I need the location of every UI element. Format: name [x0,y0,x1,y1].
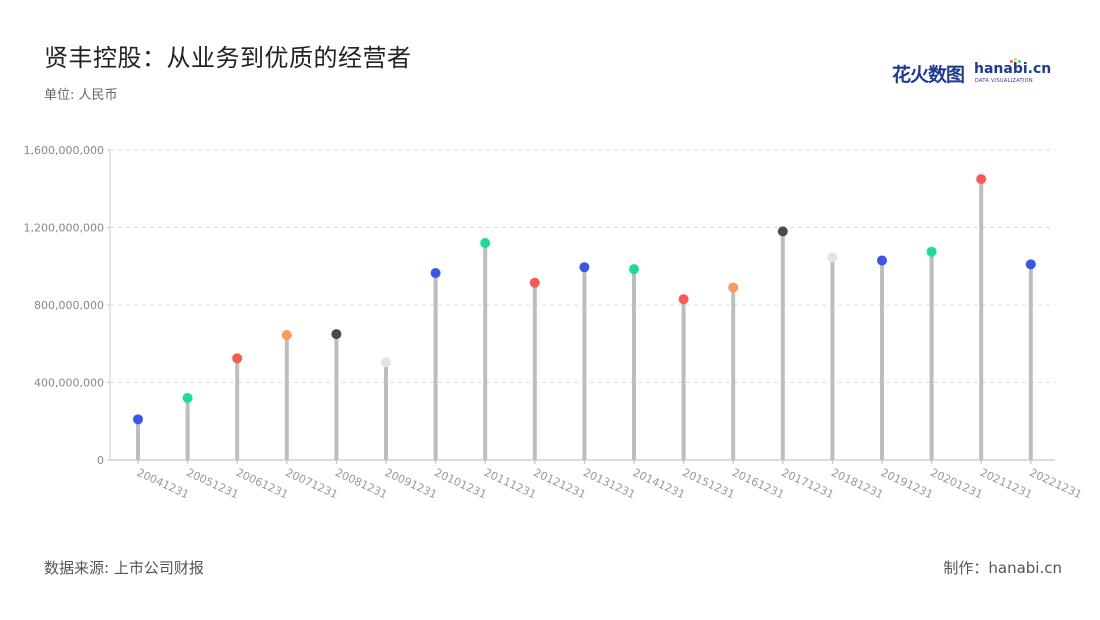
unit-label: 单位: 人民币 [44,88,118,103]
x-tick-label: 20121231 [532,466,588,501]
x-tick-label: 20191231 [879,466,935,501]
sparkle-icon [1010,58,1022,64]
x-tick-label: 20221231 [1028,466,1084,501]
x-tick-label: 20071231 [284,466,340,501]
lollipop-point [579,262,590,273]
brand-logo-sub: DATA VISUALIZATION [975,78,1033,84]
lollipop-point [331,329,342,340]
lollipop-point [430,268,441,279]
lollipop-point [232,353,243,364]
brand-logo-en: hanabi.cn [974,61,1052,77]
lollipop-point [976,174,987,185]
x-tick-label: 20051231 [184,466,240,501]
y-tick-label: 1,600,000,000 [24,144,104,157]
lollipop-point [281,330,292,341]
lollipop-point [133,414,143,425]
lollipop-point [728,282,739,293]
lollipop-point [529,277,540,288]
y-tick-label: 400,000,000 [34,377,104,390]
data-source: 数据来源: 上市公司财报 [44,559,204,577]
maker-credit: 制作：hanabi.cn [943,559,1062,577]
x-tick-label: 20171231 [780,466,836,501]
x-tick-label: 20161231 [730,466,786,501]
lollipop-point [381,357,391,368]
lollipop-point [629,264,639,275]
lollipop-marks [133,174,1036,460]
lollipop-point [1025,259,1036,270]
lollipop-point [926,246,937,257]
brand-logo: 花火数图 hanabi.cn DATA VISUALIZATION [892,58,1051,88]
x-tick-label: 20111231 [482,466,538,501]
x-tick-label: 20201231 [928,466,984,501]
x-tick-label: 20181231 [829,466,885,501]
x-tick-label: 20101231 [432,466,488,501]
lollipop-point [877,255,887,266]
y-tick-label: 1,200,000,000 [24,222,104,235]
lollipop-point [827,252,838,263]
chart-title: 贤丰控股：从业务到优质的经营者 [44,44,412,72]
lollipop-point [678,294,689,305]
x-tick-label: 20131231 [581,466,637,501]
y-axis: 0 400,000,000 800,000,000 1,200,000,000 1,60… [24,144,111,467]
y-tick-label: 800,000,000 [34,299,104,312]
x-tick-label: 20061231 [234,466,290,501]
x-tick-label: 20081231 [333,466,389,501]
y-tick-label: 0 [97,454,104,467]
x-tick-label: 20041231 [135,466,191,501]
brand-logo-cn: 花火数图 [892,64,965,86]
lollipop-point [182,393,193,403]
lollipop-point [777,226,788,237]
x-axis: 2004123120051231200612312007123120081231… [110,459,1084,501]
x-tick-label: 20141231 [631,466,687,501]
x-tick-label: 20211231 [978,466,1034,501]
lollipop-point [480,238,491,248]
x-tick-label: 20151231 [680,466,736,501]
x-tick-label: 20091231 [383,466,439,501]
